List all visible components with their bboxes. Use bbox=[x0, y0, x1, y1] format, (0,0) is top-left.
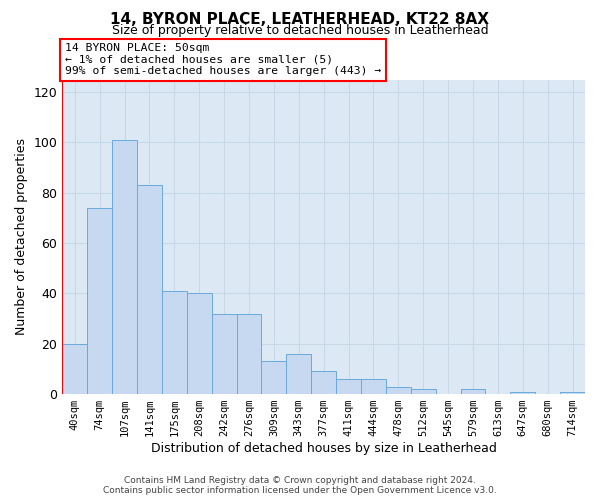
Text: Contains HM Land Registry data © Crown copyright and database right 2024.
Contai: Contains HM Land Registry data © Crown c… bbox=[103, 476, 497, 495]
Y-axis label: Number of detached properties: Number of detached properties bbox=[15, 138, 28, 336]
Bar bbox=[236, 314, 262, 394]
Bar bbox=[62, 344, 87, 394]
Bar bbox=[461, 389, 485, 394]
Text: 14 BYRON PLACE: 50sqm
← 1% of detached houses are smaller (5)
99% of semi-detach: 14 BYRON PLACE: 50sqm ← 1% of detached h… bbox=[65, 43, 381, 76]
Bar bbox=[212, 314, 236, 394]
Bar bbox=[336, 379, 361, 394]
X-axis label: Distribution of detached houses by size in Leatherhead: Distribution of detached houses by size … bbox=[151, 442, 497, 455]
Bar bbox=[286, 354, 311, 394]
Bar bbox=[411, 389, 436, 394]
Bar bbox=[386, 386, 411, 394]
Text: 14, BYRON PLACE, LEATHERHEAD, KT22 8AX: 14, BYRON PLACE, LEATHERHEAD, KT22 8AX bbox=[110, 12, 490, 28]
Bar bbox=[262, 362, 286, 394]
Text: Size of property relative to detached houses in Leatherhead: Size of property relative to detached ho… bbox=[112, 24, 488, 37]
Bar bbox=[511, 392, 535, 394]
Bar bbox=[162, 291, 187, 394]
Bar bbox=[112, 140, 137, 394]
Bar bbox=[361, 379, 386, 394]
Bar bbox=[311, 372, 336, 394]
Bar bbox=[87, 208, 112, 394]
Bar bbox=[560, 392, 585, 394]
Bar bbox=[137, 185, 162, 394]
Bar bbox=[187, 294, 212, 394]
